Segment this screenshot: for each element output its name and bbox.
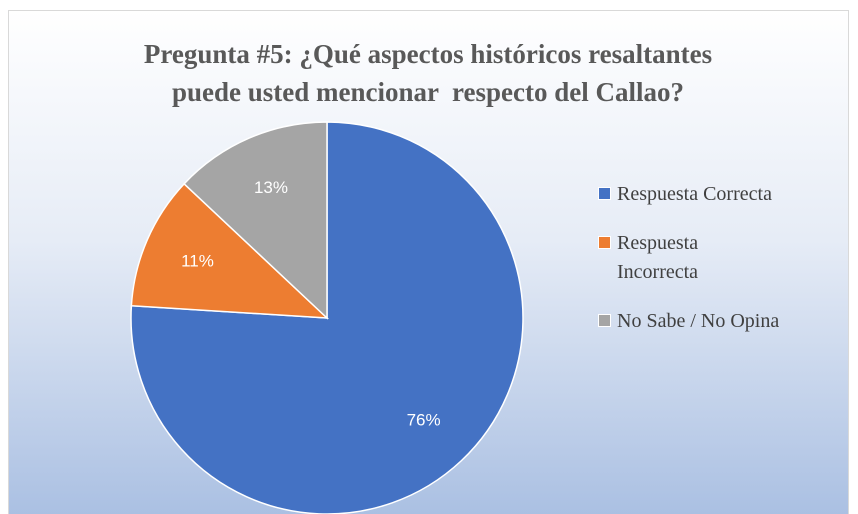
- legend-swatch: [598, 236, 611, 249]
- chart-title: puede usted mencionar respecto del Calla…: [172, 77, 684, 107]
- legend-label: Respuesta Incorrecta: [617, 232, 699, 283]
- legend-item: No Sabe / No Opina: [598, 307, 779, 336]
- pie: [130, 121, 524, 514]
- pie-slice: [130, 121, 524, 514]
- pie-slice: [130, 182, 330, 319]
- legend-label: Respuesta Correcta: [617, 183, 772, 205]
- chart-title: Pregunta #5: ¿Qué aspectos históricos re…: [144, 39, 712, 69]
- pie-slice: [183, 121, 328, 320]
- legend: Respuesta Correcta Respuesta Incorrecta No…: [598, 180, 779, 356]
- data-label: 13%: [254, 178, 288, 197]
- legend-swatch: [598, 314, 611, 327]
- data-label: 11%: [181, 251, 214, 270]
- legend-item: Respuesta Correcta: [598, 180, 779, 209]
- legend-swatch: [598, 187, 611, 200]
- legend-item: Respuesta Incorrecta: [598, 229, 758, 287]
- data-label: 76%: [407, 410, 441, 429]
- legend-label: No Sabe / No Opina: [617, 310, 780, 332]
